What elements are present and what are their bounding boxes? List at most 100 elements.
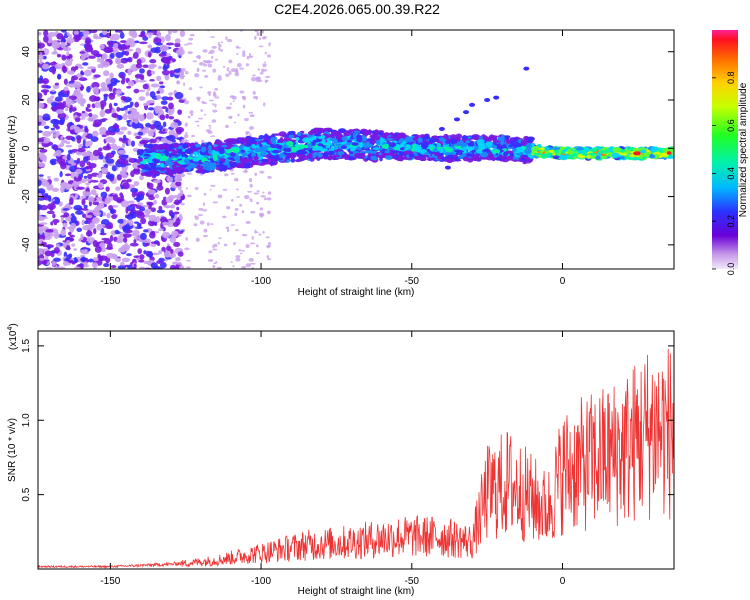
snr-scale-close: ) — [8, 323, 19, 326]
spectrogram-cell — [388, 142, 397, 148]
spectrogram-cell — [105, 186, 110, 192]
spectrogram-cell — [145, 122, 151, 128]
spectrogram-cell — [53, 177, 59, 182]
spectrogram-cell — [241, 233, 248, 237]
spectrogram-cell — [130, 170, 135, 178]
spectrogram-cell — [239, 252, 243, 255]
spectrogram-cell — [54, 96, 63, 102]
spectrogram-cell — [367, 152, 372, 159]
spectrogram-cell — [72, 81, 82, 89]
spectrogram-cell — [148, 138, 157, 144]
spectrogram-cell — [354, 130, 359, 136]
spectrogram-cell — [203, 228, 208, 233]
spectrogram-cell — [168, 116, 175, 120]
spectrogram-cell — [162, 221, 169, 226]
spectrogram-cell — [248, 177, 253, 183]
spectrogram-cell — [182, 143, 189, 149]
spectrogram-cell — [131, 191, 136, 198]
spectrogram-cell — [204, 60, 210, 64]
spectrogram-cell — [207, 258, 214, 262]
spectrogram-cell — [211, 55, 214, 60]
colorbar-label: Normalized spectral amplitude — [738, 82, 749, 217]
spectrogram-cell — [121, 143, 126, 149]
spectrogram-cell — [165, 162, 175, 167]
spectrogram-cell — [73, 30, 80, 35]
spectrogram-cell — [121, 173, 128, 179]
spectrogram-cell — [126, 85, 132, 89]
spectrogram-cell — [176, 80, 181, 85]
spectrogram-cell — [187, 165, 192, 171]
spectrogram-cell — [93, 74, 101, 78]
spectrogram-cell — [367, 144, 373, 148]
spectrogram-cell — [183, 43, 188, 46]
spectrogram-cell — [478, 136, 484, 139]
spectrogram-cell — [147, 51, 152, 58]
spectrogram-cell — [290, 158, 296, 163]
spectrogram-cell — [131, 233, 139, 237]
spectrogram-cell — [232, 265, 235, 268]
spectrogram-cell — [159, 261, 167, 269]
spectrogram-cell — [234, 72, 240, 77]
spectrogram-cell — [172, 142, 179, 148]
spectrogram-cell — [146, 203, 153, 206]
spectrogram-cell — [62, 208, 70, 211]
spectrogram-cell — [84, 43, 93, 51]
spectrogram-cell — [272, 144, 282, 149]
spectrogram-x-ticks: -150 -100 -50 0 — [100, 30, 566, 287]
spectrogram-cell — [212, 109, 218, 113]
spectrogram-cell — [240, 149, 246, 153]
spectrogram-ylabel: Frequency (Hz) — [7, 116, 18, 185]
spectrogram-cell — [44, 193, 49, 198]
spectrogram-cell — [38, 174, 44, 177]
spectrogram-cell — [643, 151, 648, 157]
spectrogram-cell — [256, 190, 260, 193]
spectrogram-cell — [177, 262, 182, 266]
spectrogram-cell — [181, 98, 188, 101]
spectrogram-cell — [189, 110, 194, 115]
spectrogram-cell — [138, 259, 145, 263]
spectrogram-cell — [261, 30, 264, 34]
spectrogram-cell — [239, 90, 245, 94]
spectrogram-cell — [142, 64, 149, 69]
spectrogram-cell — [247, 190, 253, 193]
spectrogram-cell — [85, 230, 93, 237]
spectrogram-cell — [115, 52, 124, 58]
spectrogram-cell — [234, 177, 239, 182]
spectrogram-cell — [160, 162, 165, 168]
spectrogram-cell — [134, 226, 143, 230]
spectrogram-cell — [148, 195, 155, 201]
spectrogram-cell — [192, 157, 198, 162]
spectrogram-cell — [337, 151, 345, 155]
spectrogram-cell — [310, 136, 317, 141]
spectrogram-cell — [235, 164, 243, 168]
spectrogram-cell — [159, 144, 168, 148]
spectrogram-cell — [82, 139, 86, 147]
spectrogram-cell — [624, 149, 631, 155]
spectrogram-cell — [157, 65, 162, 70]
spectrogram-cell — [80, 195, 87, 199]
spectrogram-cell — [97, 151, 103, 157]
spectrogram-cell — [247, 150, 254, 153]
spectrogram-cell — [289, 130, 296, 135]
spectrogram-cell — [150, 241, 159, 244]
spectrogram-cell — [116, 239, 123, 244]
spectrogram-cell — [233, 155, 241, 161]
spectrogram-cell — [149, 58, 157, 64]
spectrogram-cell — [51, 129, 57, 134]
spectrogram-cell — [225, 226, 230, 230]
spectrogram-cell — [47, 175, 51, 180]
spectrogram-cell — [147, 251, 153, 258]
spectrogram-y-ticks: -40 -20 0 20 40 — [21, 46, 674, 252]
snr-panel: -150 -100 -50 0 0.5 1.0 1.5 Height of straigh… — [7, 323, 675, 597]
spectrogram-cell — [405, 144, 411, 150]
spectrogram-cell — [178, 72, 183, 75]
spectrogram-cell — [358, 152, 366, 159]
spectrogram-cell — [415, 144, 420, 151]
spectrogram-cell — [209, 36, 216, 38]
spectrogram-cell — [229, 102, 232, 106]
spectrogram-cell — [125, 206, 129, 214]
spectrogram-cell — [100, 104, 105, 110]
spectrogram-cell — [264, 61, 267, 64]
spectrogram-cell — [213, 243, 218, 248]
spectrogram-cell — [205, 129, 211, 133]
